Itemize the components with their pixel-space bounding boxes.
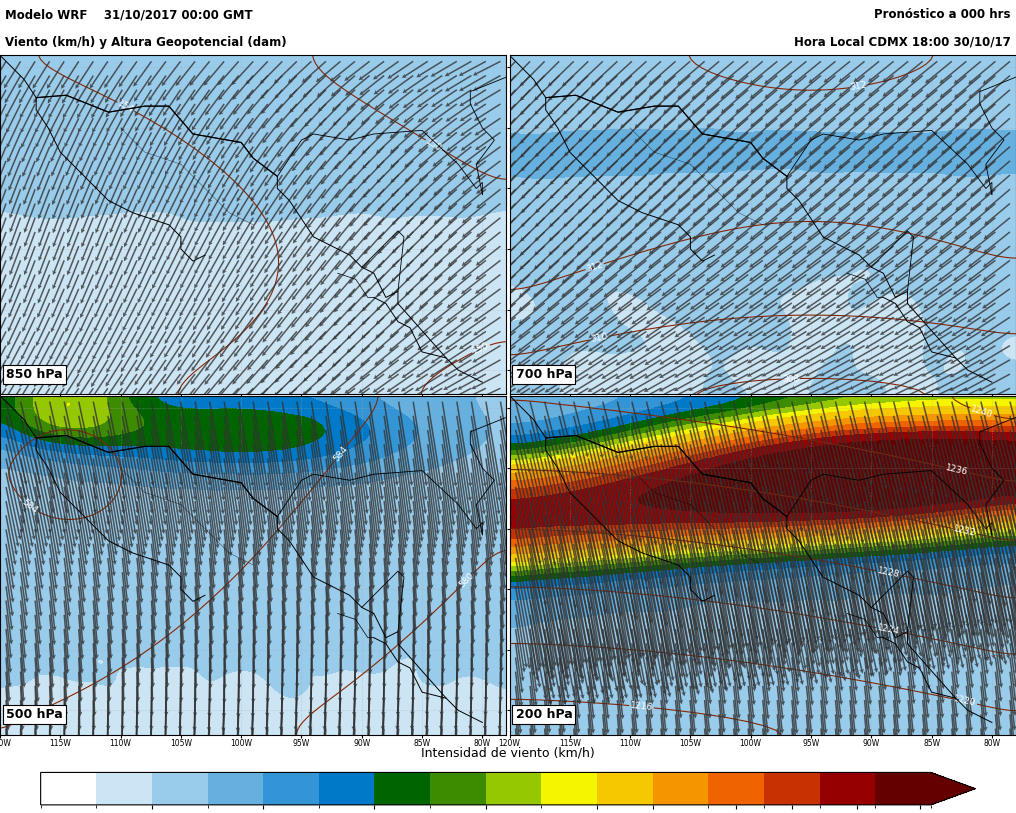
Text: 150: 150 xyxy=(471,341,491,356)
Text: 308: 308 xyxy=(781,374,800,384)
Text: 1240: 1240 xyxy=(969,404,995,420)
Text: 150: 150 xyxy=(425,137,444,154)
Text: 584: 584 xyxy=(20,497,40,515)
Text: Viento (km/h) y Altura Geopotencial (dam): Viento (km/h) y Altura Geopotencial (dam… xyxy=(5,36,287,49)
Text: 312: 312 xyxy=(849,80,868,92)
Text: 310: 310 xyxy=(589,332,609,344)
Text: 584: 584 xyxy=(331,444,350,463)
Text: 154: 154 xyxy=(116,99,135,115)
Text: 1228: 1228 xyxy=(876,567,900,580)
Text: 1216: 1216 xyxy=(630,701,653,712)
Text: 580: 580 xyxy=(457,571,475,589)
Text: Pronóstico a 000 hrs: Pronóstico a 000 hrs xyxy=(875,8,1011,21)
PathPatch shape xyxy=(931,772,975,805)
Text: 1224: 1224 xyxy=(877,624,900,637)
Text: Hora Local CDMX 18:00 30/10/17: Hora Local CDMX 18:00 30/10/17 xyxy=(795,36,1011,49)
Text: 500 hPa: 500 hPa xyxy=(6,708,63,721)
Text: Modelo WRF    31/10/2017 00:00 GMT: Modelo WRF 31/10/2017 00:00 GMT xyxy=(5,8,253,21)
Text: Intensidad de viento (km/h): Intensidad de viento (km/h) xyxy=(421,746,595,759)
Text: 200 hPa: 200 hPa xyxy=(515,708,572,721)
Text: 700 hPa: 700 hPa xyxy=(515,367,572,380)
Text: 312: 312 xyxy=(585,259,605,273)
Text: 1232: 1232 xyxy=(953,524,977,538)
Text: 1220: 1220 xyxy=(953,694,977,708)
Text: 1236: 1236 xyxy=(944,463,968,476)
Text: 850 hPa: 850 hPa xyxy=(6,367,63,380)
